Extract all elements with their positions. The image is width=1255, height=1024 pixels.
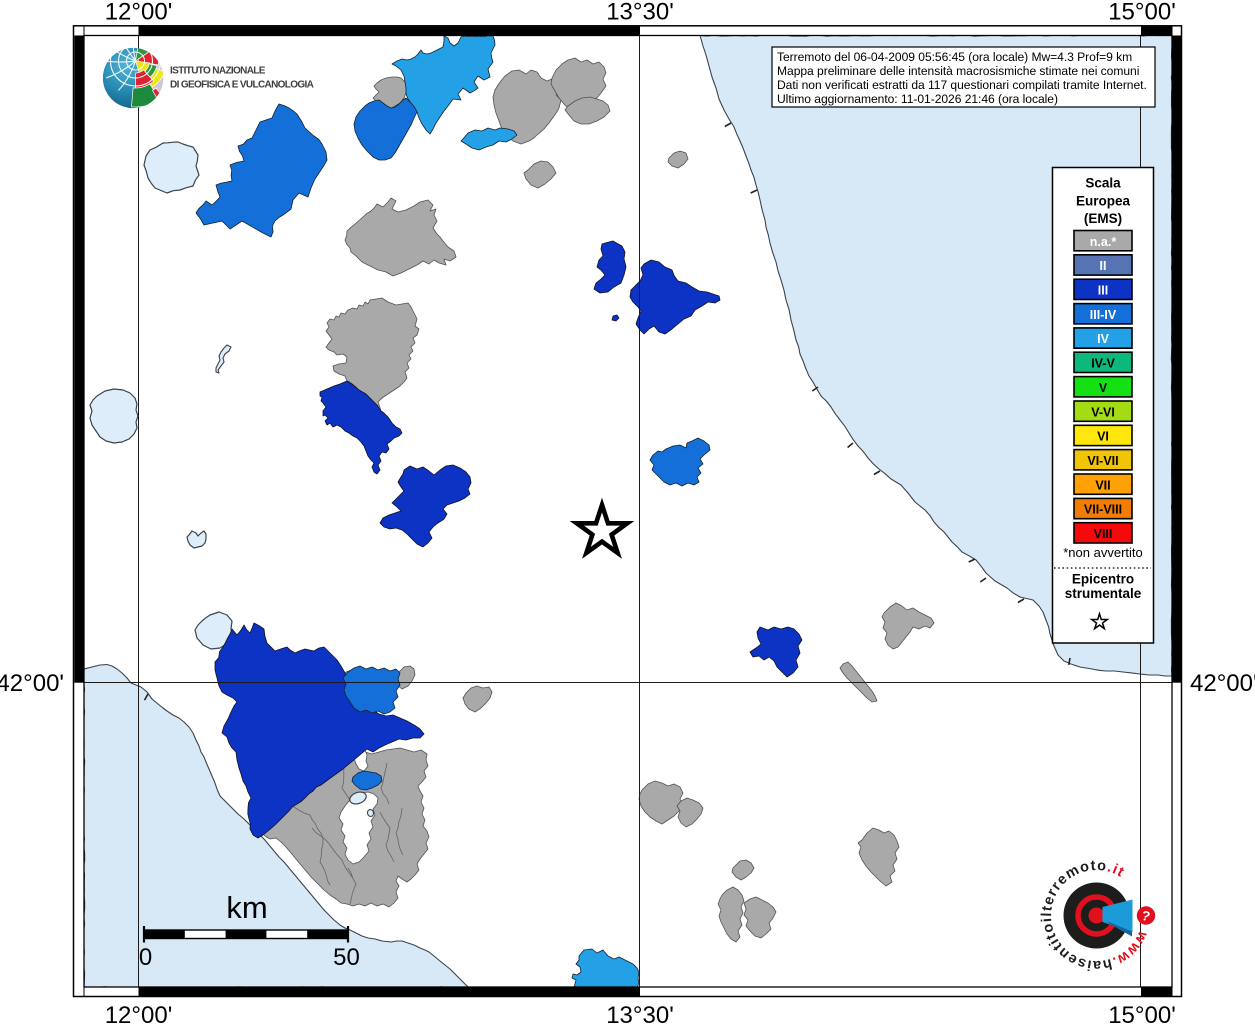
svg-text:strumentale: strumentale	[1065, 586, 1142, 601]
svg-text:III-IV: III-IV	[1090, 308, 1117, 322]
svg-text:Dati non verificati estratti d: Dati non verificati estratti da 117 ques…	[777, 78, 1147, 92]
svg-text:Europea: Europea	[1076, 194, 1131, 209]
svg-text:V: V	[1099, 381, 1108, 395]
svg-text:50: 50	[333, 944, 360, 971]
svg-text:km: km	[226, 890, 267, 925]
svg-text:VIII: VIII	[1094, 527, 1113, 541]
svg-text:IV: IV	[1097, 332, 1109, 346]
svg-text:42°00': 42°00'	[1190, 670, 1255, 697]
svg-text:0: 0	[139, 944, 152, 971]
svg-text:Mappa preliminare delle intens: Mappa preliminare delle intensità macros…	[777, 64, 1139, 78]
svg-text:VI: VI	[1097, 430, 1109, 444]
svg-text:IV-V: IV-V	[1091, 357, 1115, 371]
svg-text:VII: VII	[1095, 478, 1110, 492]
svg-text:V-VI: V-VI	[1091, 405, 1115, 419]
svg-text:Epicentro: Epicentro	[1072, 572, 1134, 587]
svg-text:III: III	[1098, 284, 1108, 298]
svg-text:DI GEOFISICA E VULCANOLOGIA: DI GEOFISICA E VULCANOLOGIA	[170, 80, 314, 91]
svg-text:15°00': 15°00'	[1108, 0, 1176, 26]
svg-text:12°00': 12°00'	[105, 1002, 173, 1024]
svg-text:VI-VII: VI-VII	[1087, 454, 1118, 468]
svg-text:Terremoto del 06-04-2009 05:56: Terremoto del 06-04-2009 05:56:45 (ora l…	[777, 50, 1132, 64]
svg-text:II: II	[1100, 259, 1107, 273]
svg-text:?: ?	[1140, 908, 1152, 925]
svg-text:15°00': 15°00'	[1108, 1002, 1176, 1024]
svg-text:13°30': 13°30'	[606, 1002, 674, 1024]
svg-text:Ultimo aggiornamento: 11-01-20: Ultimo aggiornamento: 11-01-2026 21:46 (…	[777, 92, 1058, 106]
svg-text:(EMS): (EMS)	[1084, 211, 1122, 226]
svg-text:Scala: Scala	[1085, 176, 1121, 191]
svg-text:12°00': 12°00'	[105, 0, 173, 26]
svg-text:42°00': 42°00'	[0, 670, 64, 697]
svg-text:13°30': 13°30'	[606, 0, 674, 26]
svg-text:*non avvertito: *non avvertito	[1063, 545, 1143, 560]
svg-text:VII-VIII: VII-VIII	[1084, 503, 1122, 517]
svg-text:n.a.*: n.a.*	[1090, 235, 1117, 249]
svg-text:ISTITUTO NAZIONALE: ISTITUTO NAZIONALE	[170, 66, 266, 77]
